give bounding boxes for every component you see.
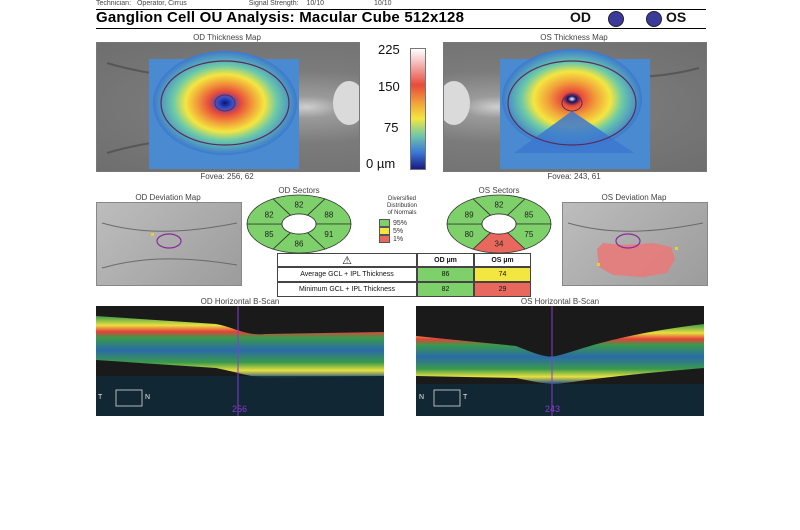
od-bscan-title: OD Horizontal B-Scan: [200, 297, 280, 306]
os-thickness-title: OS Thickness Map: [540, 33, 608, 42]
od-orient-left: T: [98, 394, 103, 401]
scale-tick-75: 75: [384, 120, 399, 135]
os-orient-left: N: [419, 394, 425, 401]
os-sector-value: 80: [465, 230, 474, 239]
signal-od: 10/10: [306, 0, 325, 7]
os-thickness-map: [443, 42, 707, 172]
legend-title-3: of Normals: [387, 210, 417, 216]
cell-od-average: 86: [417, 267, 474, 282]
od-sector-value: 82: [265, 210, 274, 219]
od-orient-right: N: [145, 394, 151, 401]
od-sector-value: 91: [324, 230, 333, 239]
od-sector-value: 85: [265, 230, 274, 239]
normals-legend: Diversified Distribution of Normals 95% …: [379, 196, 425, 243]
od-bscan-image: [96, 306, 384, 416]
os-bscan-title: OS Horizontal B-Scan: [520, 297, 600, 306]
thickness-table: ⚠ OD µm OS µm Average GCL + IPL Thicknes…: [277, 253, 531, 297]
legend-5: 5%: [393, 227, 404, 235]
os-orient-right: T: [463, 394, 468, 401]
od-deviation-map: [96, 202, 242, 286]
legend-swatch-borderline: [379, 227, 390, 235]
os-sectors-chart: 82 85 75 34 80 89: [445, 194, 553, 254]
os-sectors-title: OS Sectors: [478, 186, 520, 195]
signal-label: Signal Strength:: [248, 0, 299, 7]
od-eye-icon: [608, 11, 624, 27]
scale-tick-150: 150: [378, 79, 400, 94]
os-bscan-position: 243: [545, 404, 561, 414]
cell-od-minimum: 82: [417, 282, 474, 297]
signal-os: 10/10: [373, 0, 392, 7]
cell-os-average: 74: [474, 267, 531, 282]
os-fovea-label: Fovea: 243, 61: [547, 172, 601, 181]
os-sector-value: 85: [524, 210, 533, 219]
od-sectors-svg: 82 88 91 86 85 82: [246, 194, 352, 254]
header-rule-bottom: [96, 28, 706, 29]
os-bscan-image: [416, 306, 704, 416]
os-deviation-graphic: [567, 222, 704, 277]
od-deviation-graphic: [101, 222, 238, 269]
od-fovea-label: Fovea: 256, 62: [200, 172, 254, 181]
legend-title-2: Distribution: [386, 203, 417, 209]
os-bscan-graphic: [416, 306, 704, 416]
od-tag: OD: [570, 9, 591, 25]
legend-title-1: Diversified: [387, 196, 416, 202]
header-meta: Technician: Operator, Cirrus Signal Stre…: [96, 0, 392, 7]
od-sector-value: 86: [295, 240, 304, 249]
table-row: Minimum GCL + IPL Thickness 82 29: [277, 282, 531, 297]
legend-95: 95%: [393, 219, 408, 227]
warning-icon: ⚠: [277, 253, 417, 267]
os-deviation-title: OS Deviation Map: [601, 193, 667, 202]
row-label-average: Average GCL + IPL Thickness: [277, 267, 417, 282]
scale-tick-0: 0 µm: [366, 156, 396, 171]
od-thickness-map: [96, 42, 360, 172]
os-sector-value: 75: [524, 230, 533, 239]
os-sector-value: 34: [495, 240, 504, 249]
od-sectors-chart: 82 88 91 86 85 82: [245, 194, 353, 254]
scale-tick-225: 225: [378, 42, 400, 57]
os-tag: OS: [666, 9, 687, 25]
page-title: Ganglion Cell OU Analysis: Macular Cube …: [96, 9, 465, 26]
legend-swatch-normal: [379, 219, 390, 227]
os-eye-icon: [646, 11, 662, 27]
od-deviation-title: OD Deviation Map: [135, 193, 201, 202]
od-bscan-graphic: [96, 306, 384, 416]
col-os: OS µm: [474, 253, 531, 267]
row-label-minimum: Minimum GCL + IPL Thickness: [277, 282, 417, 297]
table-row: Average GCL + IPL Thickness 86 74: [277, 267, 531, 282]
legend-1: 1%: [393, 235, 404, 243]
os-sector-center: [481, 213, 517, 235]
thickness-color-scale: [410, 48, 426, 170]
od-thickness-title: OD Thickness Map: [193, 33, 261, 42]
od-sectors-title: OD Sectors: [278, 186, 320, 195]
header-rule-top: [96, 9, 706, 10]
od-sector-value: 82: [295, 201, 304, 210]
col-od: OD µm: [417, 253, 474, 267]
os-thickness-graphic: [444, 49, 700, 169]
os-sector-value: 89: [465, 210, 474, 219]
cell-os-minimum: 29: [474, 282, 531, 297]
technician-value: Operator, Cirrus: [136, 0, 187, 7]
od-sector-value: 88: [324, 210, 333, 219]
os-sectors-svg: 82 85 75 34 80 89: [446, 194, 552, 254]
os-sector-value: 82: [495, 201, 504, 210]
od-sector-center: [281, 213, 317, 235]
od-bscan-position: 256: [232, 404, 248, 414]
os-deviation-map: [562, 202, 708, 286]
legend-swatch-abnormal: [379, 235, 390, 243]
technician-label: Technician:: [96, 0, 132, 7]
od-thickness-graphic: [106, 51, 359, 169]
